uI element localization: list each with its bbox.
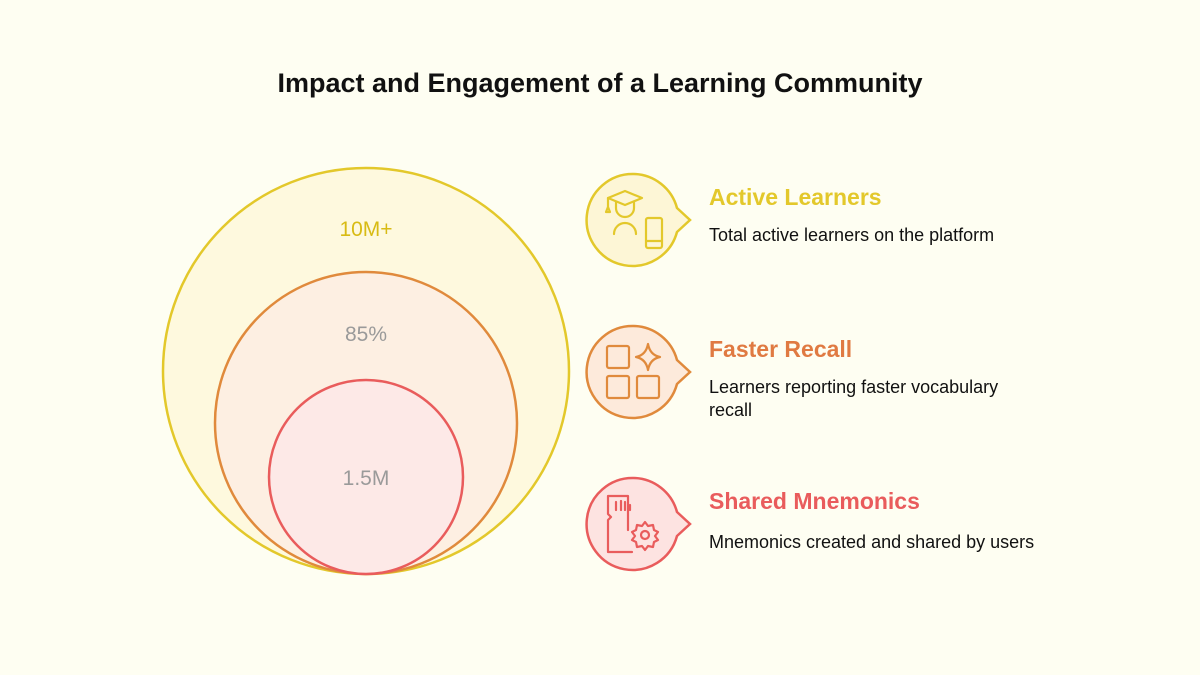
- value-active-learners: 10M+: [339, 218, 392, 241]
- item-shared-mnemonics: Shared Mnemonics Mnemonics created and s…: [584, 474, 1184, 574]
- item-description: Mnemonics created and shared by users: [709, 532, 1035, 552]
- item-title: Faster Recall: [709, 336, 853, 362]
- item-title: Shared Mnemonics: [709, 488, 920, 514]
- item-description: Total active learners on the platform: [709, 225, 995, 245]
- value-faster-recall: 85%: [345, 323, 387, 346]
- item-description: Learners reporting faster vocabulary rec…: [709, 377, 999, 420]
- graduate-with-phone-icon: [584, 170, 694, 270]
- item-faster-recall: Faster Recall Learners reporting faster …: [584, 322, 1184, 422]
- item-active-learners: Active Learners Total active learners on…: [584, 170, 1184, 270]
- grid-sparkle-icon: [584, 322, 694, 422]
- value-shared-mnemonics: 1.5M: [343, 467, 390, 490]
- circle-shared-mnemonics: [267, 378, 465, 576]
- item-title: Active Learners: [709, 184, 882, 210]
- sd-card-gear-icon: [584, 474, 694, 574]
- page-title: Impact and Engagement of a Learning Comm…: [277, 68, 923, 98]
